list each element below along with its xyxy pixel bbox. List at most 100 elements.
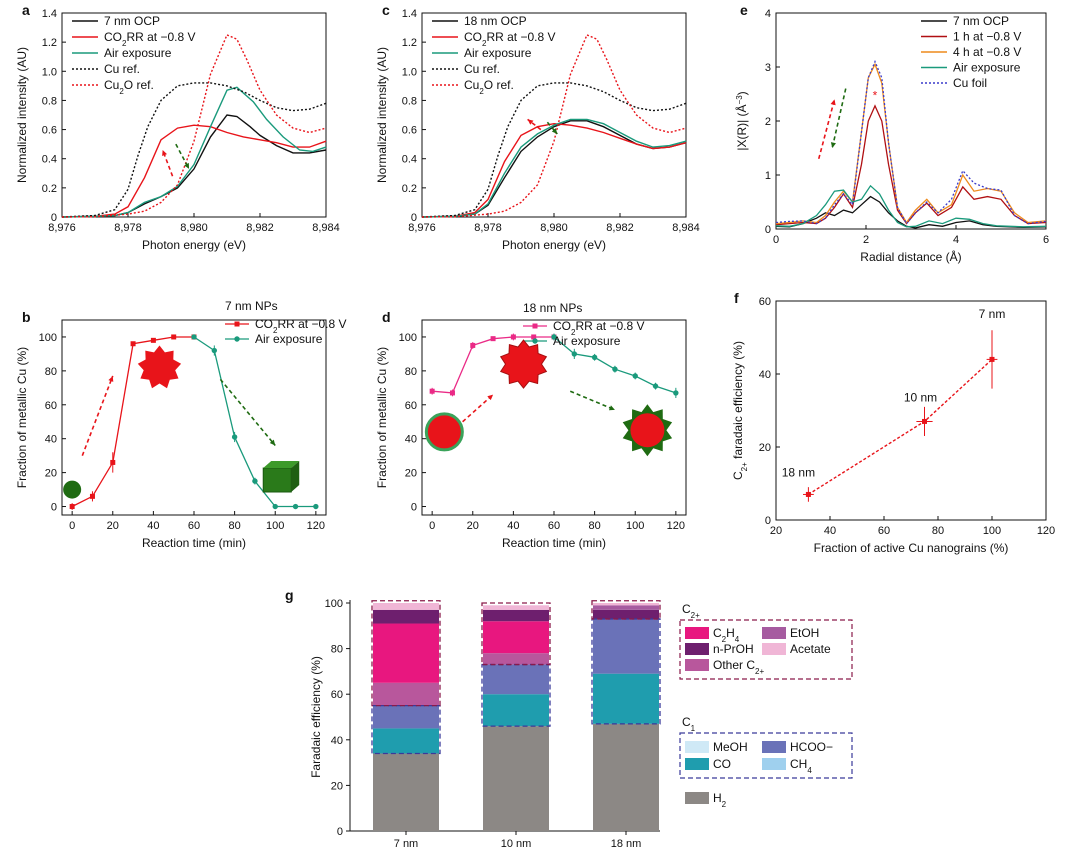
legend-label: C2H4 [713,626,740,644]
legend-label: Air exposure [464,46,532,60]
arrow-oxidation [219,378,276,446]
y-tick-label: 20 [45,468,57,480]
oxide-cube-top [263,461,300,468]
x-tick-label: 60 [548,520,560,532]
stack-segment-0 [483,726,549,831]
legend-marker [532,338,538,344]
legend-label: CO2RR at −0.8 V [553,319,645,337]
metallic-particle-icon [137,345,182,389]
y-axis-label: Faradaic efficiency (%) [309,656,323,778]
x-tick-label: 40 [824,525,836,537]
arrow-oxidation-head [551,128,558,134]
stack-segment-3 [373,705,439,729]
y-tick-label: 0.6 [42,125,57,137]
oxidized-core-icon [630,413,665,448]
series-line-3 [61,82,327,218]
x-tick-label: 8,982 [246,222,274,234]
legend-label: CO [713,757,731,771]
stack-segment-1 [593,673,659,724]
stack-segment-5 [373,682,439,706]
legend-label: HCOO− [790,740,833,754]
data-point [150,337,156,343]
data-point [612,366,618,372]
category-label: 18 nm [611,838,642,850]
c1-group-title: C1 [682,715,696,733]
legend-label: 7 nm OCP [953,14,1009,28]
legend-swatch [762,741,786,753]
y-axis-label: Fraction of metallic Cu (%) [15,347,29,488]
data-point [591,354,598,361]
y-tick-label: 0.8 [42,95,57,107]
series-line-1 [61,124,327,218]
x-tick-label: 8,976 [48,222,76,234]
oxide-cube-icon [262,467,292,493]
stack-segment-3 [483,664,549,695]
point-label: 18 nm [782,465,815,479]
legend-swatch [762,643,786,655]
data-point [652,383,659,389]
panel-b-metallic-fraction-7nm: 0 20 40 60 80 100 120 0 20 40 60 80 100 Reaction time… [15,299,347,550]
y-tick-label: 60 [331,689,343,701]
legend-label: 18 nm OCP [464,14,527,28]
data-point [449,390,455,396]
panel-e-exafs: 0 2 4 6 0 1 2 3 4 Radial distance (Å) |X(R)| (Å−3)… [734,2,1049,264]
data-point [989,356,995,362]
point-label: 7 nm [979,307,1006,321]
series-line-3 [421,82,687,218]
arrow-oxidation-head [269,439,276,446]
series-line-2 [61,86,327,218]
panel-label: b [22,309,31,325]
panel-label: f [734,290,739,306]
legend-label: CH4 [790,757,812,775]
data-point [531,334,537,340]
legend-swatch [685,792,709,804]
x-axis-label: Reaction time (min) [502,536,606,550]
arrow-oxidation-head [184,162,190,169]
panel-label: d [382,309,391,325]
data-point [130,341,136,347]
metallic-particle-icon [499,339,548,389]
x-tick-label: 2 [863,234,869,246]
legend-label: CO2RR at −0.8 V [255,317,347,335]
x-axis-label: Photon energy (eV) [502,238,606,252]
y-tick-label: 0 [411,212,417,224]
trend-line [808,358,993,495]
arrow-reduction-head [162,149,167,156]
legend-swatch [685,643,709,655]
legend-label: Acetate [790,642,831,656]
data-point [89,493,95,499]
c2-group-outline [591,600,661,620]
c2-legend-box [679,619,853,680]
stack-segment-0 [593,723,659,831]
x-tick-label: 20 [770,525,782,537]
stack-segment-9 [373,603,439,610]
legend-marker [532,323,538,329]
legend-swatch [762,758,786,770]
arrow-reduction-head [108,375,114,382]
legend-label: Air exposure [553,334,621,348]
x-tick-label: 100 [983,525,1001,537]
legend-label: EtOH [790,626,819,640]
y-tick-label: 0.4 [42,154,57,166]
oxide-cube-side [291,461,300,492]
legend-label: CO2RR at −0.8 V [464,30,556,48]
panel-label: g [285,587,294,603]
y-axis-label: Fraction of metallic Cu (%) [375,347,389,488]
legend-label: H2 [713,791,727,809]
legend-label: 7 nm OCP [104,14,160,28]
stack-segment-1 [483,694,549,727]
data-point [110,459,116,465]
x-tick-label: 40 [147,520,159,532]
legend-label: 4 h at −0.8 V [953,45,1021,59]
y-tick-label: 0.4 [402,154,417,166]
point-label: 10 nm [904,390,937,404]
series-line-0 [61,114,327,218]
data-point [429,388,435,394]
c2-group-title: C2+ [682,602,700,620]
x-tick-label: 0 [429,520,435,532]
legend-label: Cu ref. [464,62,500,76]
x-tick-label: 20 [467,520,479,532]
arrow-reduction-head [487,394,494,401]
